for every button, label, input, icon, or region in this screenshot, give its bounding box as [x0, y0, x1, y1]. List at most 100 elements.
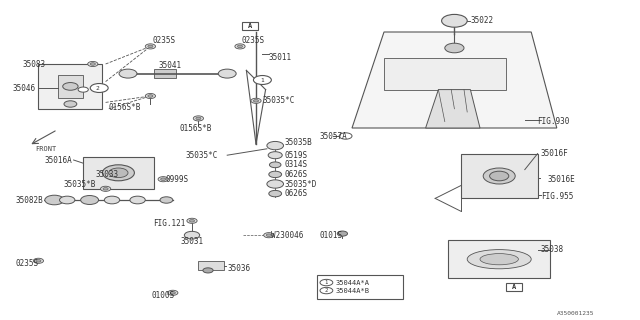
Text: 35016E: 35016E: [547, 175, 575, 184]
Text: 0235S: 0235S: [152, 36, 175, 44]
Text: 35016A: 35016A: [45, 156, 72, 164]
Text: 35046: 35046: [13, 84, 36, 92]
Text: W230046: W230046: [271, 231, 303, 240]
Text: 35022: 35022: [470, 16, 493, 25]
Text: 1: 1: [324, 280, 328, 285]
Text: 35035*B: 35035*B: [64, 180, 97, 188]
Circle shape: [187, 218, 197, 223]
Circle shape: [218, 69, 236, 78]
Circle shape: [161, 178, 166, 180]
Circle shape: [60, 196, 75, 204]
Text: 35044A*A: 35044A*A: [335, 280, 369, 285]
Circle shape: [148, 45, 153, 48]
Circle shape: [196, 117, 201, 120]
Bar: [38, 64, 102, 109]
Circle shape: [268, 152, 282, 159]
Circle shape: [168, 290, 178, 295]
Ellipse shape: [480, 253, 518, 265]
Circle shape: [45, 195, 64, 205]
Circle shape: [90, 84, 108, 92]
Circle shape: [103, 188, 108, 190]
Bar: [242, 22, 258, 30]
Circle shape: [442, 14, 467, 27]
Circle shape: [339, 133, 352, 139]
Text: 0626S: 0626S: [285, 189, 308, 198]
Circle shape: [266, 234, 271, 236]
Text: 1: 1: [260, 77, 264, 83]
Circle shape: [189, 220, 195, 222]
Circle shape: [445, 43, 464, 53]
Bar: [317, 275, 403, 299]
Text: 2: 2: [324, 288, 328, 293]
Circle shape: [36, 260, 41, 262]
Text: 0235S: 0235S: [242, 36, 265, 44]
Circle shape: [337, 231, 348, 236]
Polygon shape: [352, 32, 557, 128]
Text: 35033: 35033: [96, 170, 119, 179]
Text: 35041: 35041: [158, 61, 181, 70]
Circle shape: [160, 197, 173, 203]
Circle shape: [267, 180, 284, 188]
Text: 2: 2: [95, 85, 99, 91]
Circle shape: [102, 165, 134, 181]
Text: 35031: 35031: [180, 237, 204, 246]
Text: 35082B: 35082B: [16, 196, 44, 204]
Circle shape: [264, 233, 274, 238]
Bar: [154, 69, 176, 78]
Circle shape: [235, 44, 245, 49]
Circle shape: [64, 101, 77, 107]
Text: 0156S*B: 0156S*B: [179, 124, 212, 132]
Circle shape: [78, 87, 88, 92]
Text: 0626S: 0626S: [285, 170, 308, 179]
Circle shape: [203, 268, 213, 273]
Bar: [448, 240, 550, 278]
Text: 35038: 35038: [541, 245, 564, 254]
Text: 35035*D: 35035*D: [285, 180, 317, 188]
Circle shape: [184, 231, 200, 239]
Circle shape: [88, 61, 98, 67]
Circle shape: [170, 292, 175, 294]
Text: 0999S: 0999S: [165, 175, 188, 184]
Circle shape: [119, 69, 137, 78]
Text: 0100S: 0100S: [152, 292, 175, 300]
Text: A350001235: A350001235: [557, 311, 595, 316]
Text: 0235S: 0235S: [16, 260, 39, 268]
Circle shape: [251, 98, 261, 103]
Circle shape: [145, 93, 156, 99]
Text: 0101S: 0101S: [320, 231, 343, 240]
Circle shape: [63, 83, 78, 90]
Circle shape: [320, 287, 333, 294]
Circle shape: [320, 279, 333, 286]
Circle shape: [100, 186, 111, 191]
Circle shape: [253, 76, 271, 84]
Circle shape: [148, 95, 153, 97]
Circle shape: [267, 141, 284, 150]
Text: 35044A*B: 35044A*B: [335, 288, 369, 293]
Circle shape: [483, 168, 515, 184]
Text: 35057A: 35057A: [320, 132, 348, 140]
Circle shape: [81, 196, 99, 204]
Circle shape: [109, 168, 128, 178]
Text: 35035*C: 35035*C: [186, 151, 218, 160]
Ellipse shape: [467, 250, 531, 269]
Bar: [198, 261, 224, 270]
Text: 0314S: 0314S: [285, 160, 308, 169]
Bar: [506, 283, 522, 291]
Circle shape: [253, 100, 259, 102]
Polygon shape: [426, 90, 480, 128]
Text: 0519S: 0519S: [285, 151, 308, 160]
Text: 0156S*B: 0156S*B: [109, 103, 141, 112]
Text: 35016F: 35016F: [541, 149, 568, 158]
Text: 35083: 35083: [22, 60, 45, 68]
Text: FIG.955: FIG.955: [541, 192, 573, 201]
Circle shape: [90, 63, 95, 65]
Text: FRONT: FRONT: [35, 146, 56, 152]
Text: A: A: [511, 284, 516, 290]
Bar: [83, 157, 154, 189]
Circle shape: [193, 116, 204, 121]
Text: FIG.121: FIG.121: [153, 220, 186, 228]
Circle shape: [158, 177, 168, 182]
Circle shape: [33, 258, 44, 263]
Text: FIG.930: FIG.930: [538, 117, 570, 126]
Circle shape: [145, 44, 156, 49]
